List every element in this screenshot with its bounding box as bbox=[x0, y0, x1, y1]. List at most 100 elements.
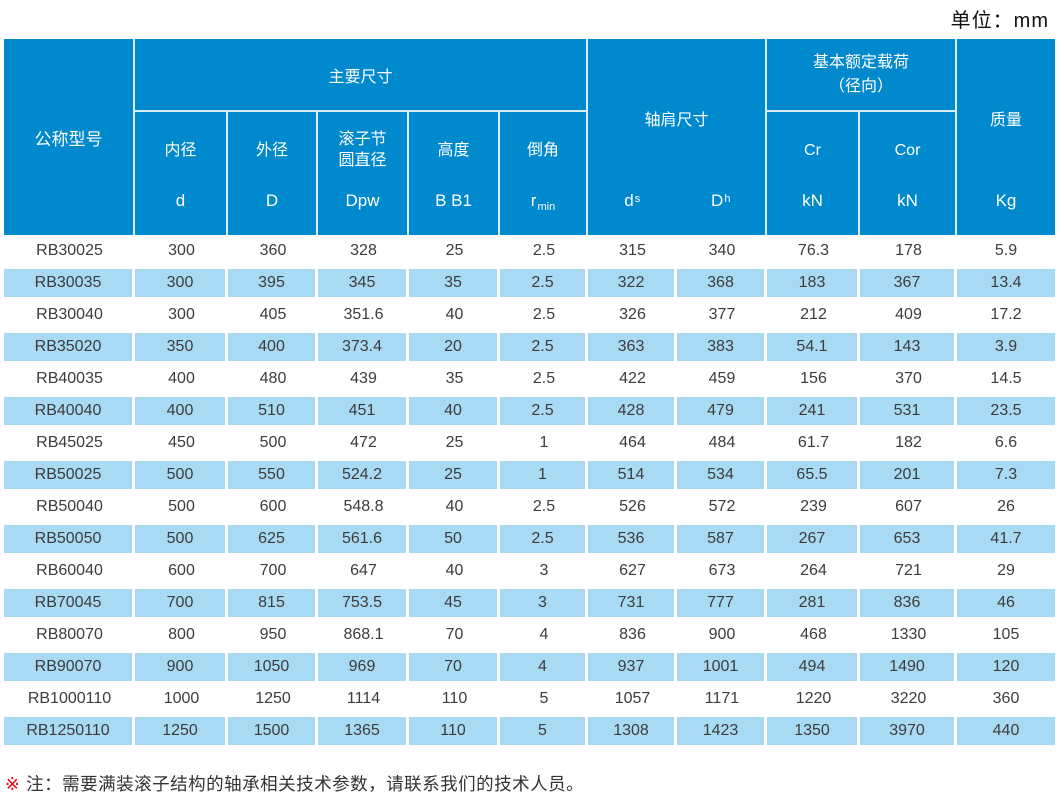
table-body: RB30025 300 360 328 25 2.5 315 340 76.3 … bbox=[4, 235, 1055, 747]
cell-height: 25 bbox=[445, 434, 464, 451]
cell-ds: 937 bbox=[588, 651, 677, 683]
cell-height: 70 bbox=[409, 651, 500, 683]
cell-dh: 1423 bbox=[677, 715, 767, 747]
cell-pitch: 524.2 bbox=[318, 459, 409, 491]
cell-model: RB60040 bbox=[36, 562, 103, 579]
cell-ds: 514 bbox=[588, 459, 677, 491]
table-row: RB50050 500 625 561.6 50 2.5 536 587 267… bbox=[4, 523, 1055, 555]
header-mass-unit: Kg bbox=[995, 191, 1017, 210]
cell-model: RB50040 bbox=[36, 498, 103, 515]
cell-height: 40 bbox=[445, 562, 464, 579]
cell-dh: 587 bbox=[677, 523, 767, 555]
cell-chamfer: 4 bbox=[539, 626, 549, 643]
cell-pitch: 548.8 bbox=[343, 498, 384, 515]
cell-pitch: 472 bbox=[350, 434, 377, 451]
cell-ds: 836 bbox=[619, 626, 646, 643]
table-row: RB40035 400 480 439 35 2.5 422 459 156 3… bbox=[4, 363, 1055, 395]
unit-label: 单位：mm bbox=[950, 10, 1049, 32]
cell-outer: 950 bbox=[259, 626, 287, 643]
cell-pitch: 1365 bbox=[318, 715, 409, 747]
cell-pitch: 439 bbox=[350, 370, 377, 387]
cell-model: RB45025 bbox=[36, 434, 103, 451]
cell-cor: 3220 bbox=[890, 690, 927, 707]
cell-pitch: 1114 bbox=[346, 690, 381, 707]
cell-cr: 183 bbox=[767, 267, 860, 299]
cell-outer: 625 bbox=[228, 523, 318, 555]
header-cor: Cor kN bbox=[860, 112, 957, 235]
cell-bore: 900 bbox=[135, 651, 228, 683]
cell-ds: 464 bbox=[619, 434, 646, 451]
cell-model: RB30035 bbox=[4, 267, 135, 299]
cell-mass: 440 bbox=[957, 715, 1055, 747]
table-row: RB70045 700 815 753.5 45 3 731 777 281 8… bbox=[4, 587, 1055, 619]
cell-height: 110 bbox=[409, 715, 500, 747]
header-mass: 质量 Kg bbox=[957, 39, 1055, 235]
cell-cr: 494 bbox=[767, 651, 860, 683]
table-row: RB50040 500 600 548.8 40 2.5 526 572 239… bbox=[4, 491, 1055, 523]
cell-height: 25 bbox=[445, 242, 464, 259]
cell-cr: 281 bbox=[767, 587, 860, 619]
cell-cr: 264 bbox=[800, 562, 827, 579]
cell-cor: 531 bbox=[860, 395, 957, 427]
cell-chamfer: 2.5 bbox=[532, 242, 556, 259]
header-shoulder-label: 轴肩尺寸 bbox=[644, 112, 709, 130]
cell-height: 50 bbox=[409, 523, 500, 555]
cell-height: 110 bbox=[441, 690, 468, 707]
cell-height: 35 bbox=[409, 267, 500, 299]
header-outer-diameter: 外径 D bbox=[228, 112, 318, 235]
header-mass-label: 质量 bbox=[989, 112, 1022, 130]
cell-height: 25 bbox=[409, 459, 500, 491]
cell-bore: 300 bbox=[168, 306, 195, 323]
cell-chamfer: 1 bbox=[500, 459, 588, 491]
cell-pitch: 373.4 bbox=[318, 331, 409, 363]
cell-bore: 500 bbox=[168, 498, 195, 515]
table-row: RB1000110 1000 1250 1114 110 5 1057 1171… bbox=[4, 683, 1055, 715]
cell-height: 35 bbox=[445, 370, 464, 387]
cell-bore: 800 bbox=[168, 626, 195, 643]
header-model: 公称型号 bbox=[4, 39, 135, 235]
cell-bore: 300 bbox=[135, 267, 228, 299]
cell-model: RB30025 bbox=[36, 242, 103, 259]
header-height: 高度 B B1 bbox=[409, 112, 500, 235]
header-roller-pitch-diameter: 滚子节圆直径 Dpw bbox=[318, 112, 409, 235]
cell-mass: 120 bbox=[957, 651, 1055, 683]
cell-dh: 1171 bbox=[704, 690, 740, 707]
cell-dh: 1001 bbox=[677, 651, 767, 683]
cell-model: RB35020 bbox=[4, 331, 135, 363]
cell-chamfer: 2.5 bbox=[532, 370, 556, 387]
cell-bore: 350 bbox=[135, 331, 228, 363]
cell-cr: 54.1 bbox=[767, 331, 860, 363]
cell-cor: 370 bbox=[895, 370, 922, 387]
header-group-rated-load: 基本额定载荷 （径向） bbox=[767, 39, 957, 112]
cell-dh: 377 bbox=[708, 306, 736, 323]
cell-cor: 607 bbox=[895, 498, 922, 515]
footnote: ※ 注：需要满装滚子结构的轴承相关技术参数，请联系我们的技术人员。 bbox=[5, 771, 584, 796]
cell-dh: 383 bbox=[677, 331, 767, 363]
cell-outer: 400 bbox=[228, 331, 318, 363]
cell-bore: 1000 bbox=[163, 690, 200, 707]
cell-height: 45 bbox=[409, 587, 500, 619]
cell-ds: 731 bbox=[588, 587, 677, 619]
cell-dh: 340 bbox=[708, 242, 736, 259]
header-bore-diameter: 内径 d bbox=[135, 112, 228, 235]
cell-cr: 239 bbox=[800, 498, 827, 515]
cell-model: RB1250110 bbox=[4, 715, 135, 747]
cell-height: 40 bbox=[409, 395, 500, 427]
cell-outer: 700 bbox=[259, 562, 287, 579]
footnote-mark: ※ bbox=[5, 774, 21, 794]
cell-outer: 815 bbox=[228, 587, 318, 619]
cell-mass: 23.5 bbox=[957, 395, 1055, 427]
table-row: RB50025 500 550 524.2 25 1 514 534 65.5 … bbox=[4, 459, 1055, 491]
cell-dh: 534 bbox=[677, 459, 767, 491]
footnote-text: 注：需要满装滚子结构的轴承相关技术参数，请联系我们的技术人员。 bbox=[26, 774, 585, 794]
cell-outer: 600 bbox=[259, 498, 287, 515]
cell-bore: 450 bbox=[168, 434, 195, 451]
cell-chamfer: 2.5 bbox=[532, 498, 556, 515]
cell-ds: 322 bbox=[588, 267, 677, 299]
cell-ds: 315 bbox=[619, 242, 646, 259]
cell-cor: 182 bbox=[895, 434, 922, 451]
cell-bore: 500 bbox=[135, 523, 228, 555]
cell-chamfer: 4 bbox=[500, 651, 588, 683]
